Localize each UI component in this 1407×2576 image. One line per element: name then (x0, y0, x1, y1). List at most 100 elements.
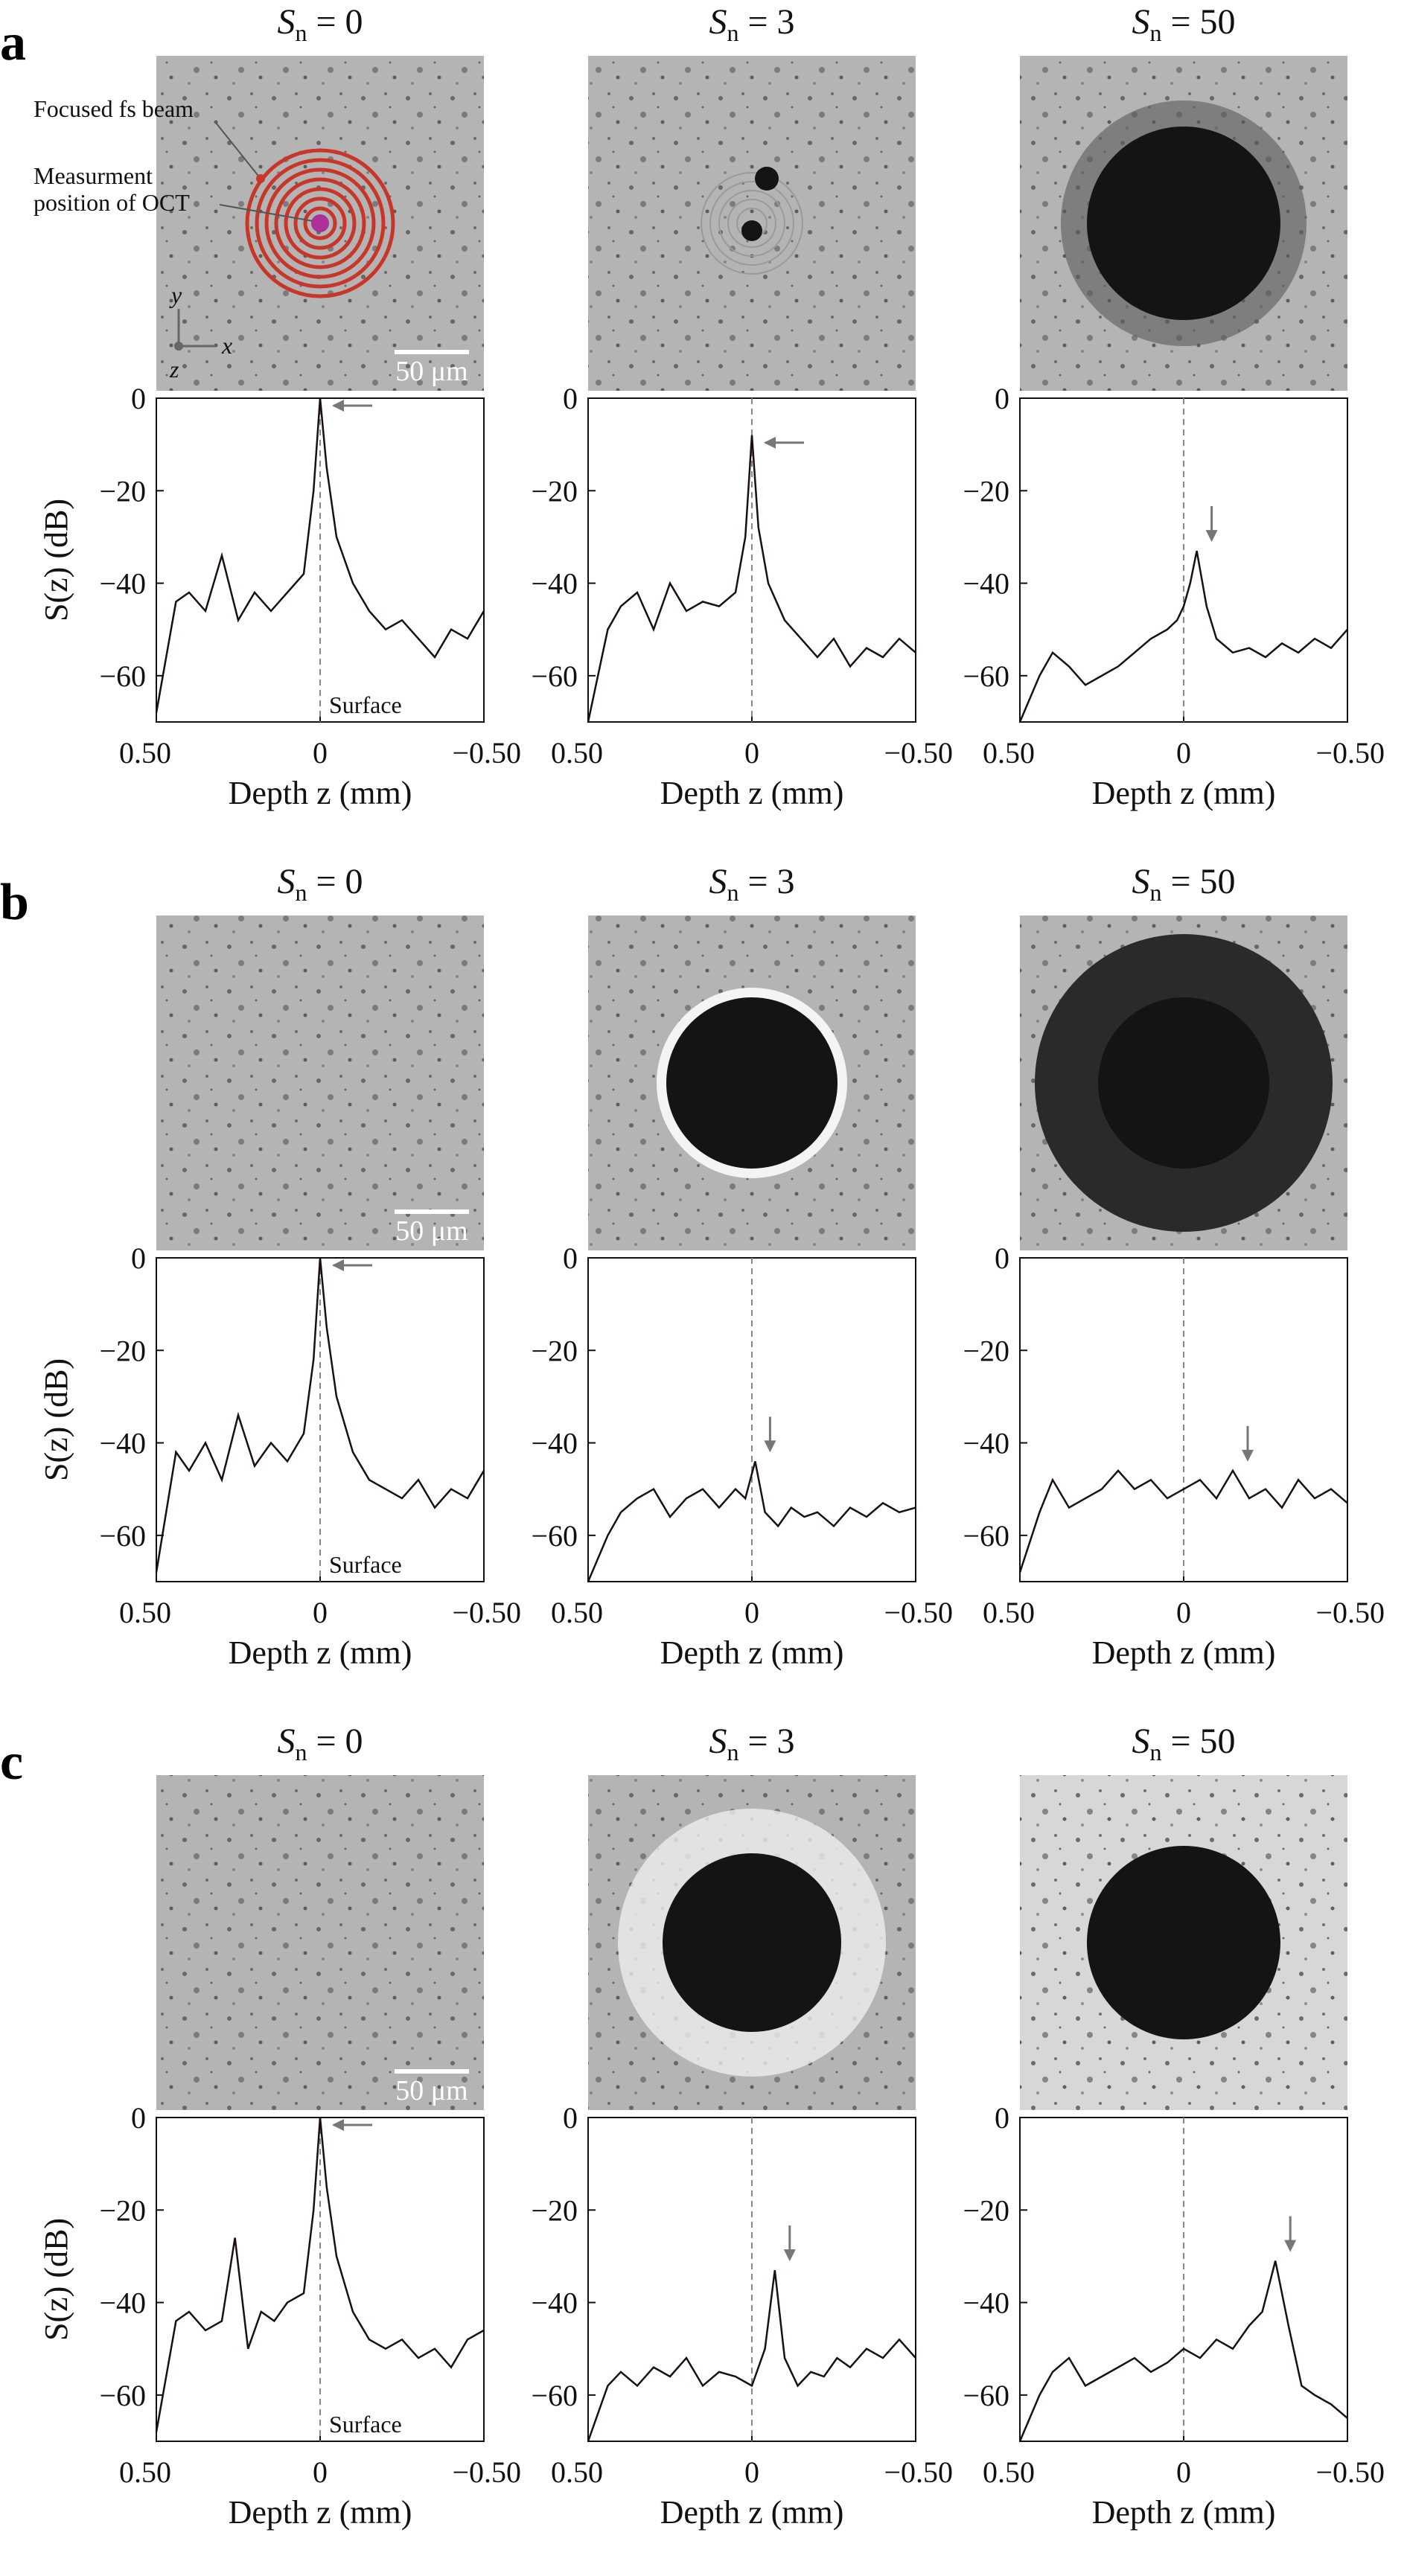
x-tick-label: 0.50 (119, 736, 171, 770)
oct-signal-line (587, 1461, 916, 1582)
x-tick-label: 0.50 (983, 1596, 1035, 1629)
column-title-a-2: Sn = 50 (1132, 2, 1235, 46)
x-axis-label: Depth z (mm) (229, 2494, 412, 2531)
x-tick-label: −0.50 (1315, 736, 1385, 770)
micrograph-b-0: 50 μm (156, 915, 484, 1250)
x-tick-label: 0.50 (119, 1596, 171, 1629)
x-axis-label: Depth z (mm) (1092, 1634, 1276, 1671)
oct-signal-line (155, 397, 485, 713)
depth-profile-plot-a-2: 0 −20 −40 −60 0.50 0 −0.50 Depth z (mm) (963, 382, 1385, 811)
column-title-b-1: Sn = 3 (709, 862, 794, 906)
y-tick-label: −60 (963, 2379, 1009, 2412)
x-tick-label: 0 (744, 736, 759, 770)
micrograph-c-0: 50 μm (156, 1775, 484, 2110)
y-tick-label: −20 (531, 2193, 578, 2227)
micrograph-texture (156, 1775, 484, 2110)
y-tick-label: −60 (531, 659, 578, 693)
micrograph-b-1 (588, 915, 916, 1250)
column-title-b-0: Sn = 0 (277, 862, 363, 906)
y-tick-label: 0 (563, 382, 578, 415)
oct-signal-line (155, 1257, 485, 1573)
x-tick-label: 0 (1176, 736, 1191, 770)
x-tick-label: 0 (1176, 1596, 1191, 1629)
y-tick-label: −40 (531, 567, 578, 601)
ablation-crater (1087, 1846, 1280, 2039)
defect-spot (741, 220, 762, 241)
focused-beam-label: Focused fs beam (34, 95, 194, 122)
y-tick-label: −20 (963, 1334, 1009, 1367)
y-tick-label: 0 (995, 1241, 1009, 1275)
peak-arrow-head (1205, 530, 1218, 543)
y-tick-label: −20 (531, 1334, 578, 1367)
depth-profile-plot-c-2: 0 −20 −40 −60 0.50 0 −0.50 Depth z (mm) (963, 2101, 1385, 2531)
micrograph-texture (156, 915, 484, 1250)
y-tick-label: 0 (563, 2101, 578, 2135)
x-tick-label: −0.50 (452, 2455, 521, 2489)
y-tick-label: −20 (963, 474, 1009, 508)
y-tick-label: 0 (563, 1241, 578, 1275)
beam-spiral-ring (264, 167, 376, 279)
beam-spiral-ring (293, 196, 347, 250)
defect-spot (755, 167, 779, 191)
oct-signal-line (1018, 2260, 1348, 2442)
oct-signal-line (1018, 1468, 1348, 1573)
y-tick-label: 0 (995, 382, 1009, 415)
x-tick-label: 0 (1176, 2455, 1191, 2489)
surface-label: Surface (329, 1551, 402, 1578)
y-tick-label: −20 (531, 474, 578, 508)
y-tick-label: −20 (99, 1334, 146, 1367)
x-axis-label: Depth z (mm) (1092, 775, 1276, 811)
axis-z-label: z (169, 356, 179, 383)
x-tick-label: −0.50 (452, 736, 521, 770)
column-title-a-0: Sn = 0 (277, 2, 363, 46)
y-axis-label: S(z) (dB) (38, 499, 74, 621)
y-tick-label: 0 (131, 1241, 146, 1275)
y-tick-label: 0 (995, 2101, 1009, 2135)
y-tick-label: −40 (963, 1427, 1009, 1460)
column-title-c-0: Sn = 0 (277, 1722, 363, 1765)
oct-signal-line (587, 435, 916, 723)
peak-arrow-head (332, 1259, 344, 1271)
y-tick-label: −40 (99, 2286, 146, 2320)
y-tick-label: −60 (99, 659, 146, 693)
x-tick-label: −0.50 (1315, 2455, 1385, 2489)
panel-label-a: a (0, 14, 26, 71)
peak-arrow-head (783, 2249, 796, 2262)
y-tick-label: −60 (963, 659, 1009, 693)
surface-label: Surface (329, 2411, 402, 2438)
y-tick-label: −40 (99, 567, 146, 601)
axis-x-label: x (221, 332, 232, 359)
z-axis-glyph (174, 342, 183, 351)
micrograph-c-1 (588, 1775, 916, 2110)
beam-spiral-ring (274, 177, 366, 269)
interference-ring (701, 172, 803, 275)
y-tick-label: −60 (531, 2379, 578, 2412)
column-title-a-1: Sn = 3 (709, 2, 794, 46)
x-tick-label: 0 (313, 1596, 328, 1629)
depth-profile-plot-b-0: 0 −20 −40 −60 0.50 0 −0.50 Depth z (mm) S(z) (dB… (38, 1241, 521, 1671)
x-axis-label: Depth z (mm) (1092, 2494, 1276, 2531)
oct-signal-line (1018, 550, 1348, 723)
interference-ring (718, 190, 785, 257)
y-tick-label: −20 (99, 474, 146, 508)
x-tick-label: 0 (744, 2455, 759, 2489)
x-axis-label: Depth z (mm) (229, 775, 412, 811)
depth-profile-plot-b-2: 0 −20 −40 −60 0.50 0 −0.50 Depth z (mm) (963, 1241, 1385, 1671)
depth-profile-plot-c-0: 0 −20 −40 −60 0.50 0 −0.50 Depth z (mm) S(z) (dB… (38, 2101, 521, 2531)
ablation-crater (1087, 127, 1280, 320)
x-tick-label: 0.50 (983, 736, 1035, 770)
beam-spiral-ring (255, 158, 386, 289)
y-tick-label: −40 (531, 2286, 578, 2320)
column-title-c-2: Sn = 50 (1132, 1722, 1235, 1765)
y-tick-label: −60 (99, 2379, 146, 2412)
x-tick-label: −0.50 (884, 736, 953, 770)
y-tick-label: −40 (963, 567, 1009, 601)
peak-arrow-head (764, 436, 776, 449)
column-title-b-2: Sn = 50 (1132, 862, 1235, 906)
y-tick-label: 0 (131, 2101, 146, 2135)
y-tick-label: −40 (963, 2286, 1009, 2320)
scale-bar-label: 50 μm (395, 356, 468, 387)
measurement-label-line1: Measurment (34, 162, 153, 189)
x-tick-label: −0.50 (1315, 1596, 1385, 1629)
